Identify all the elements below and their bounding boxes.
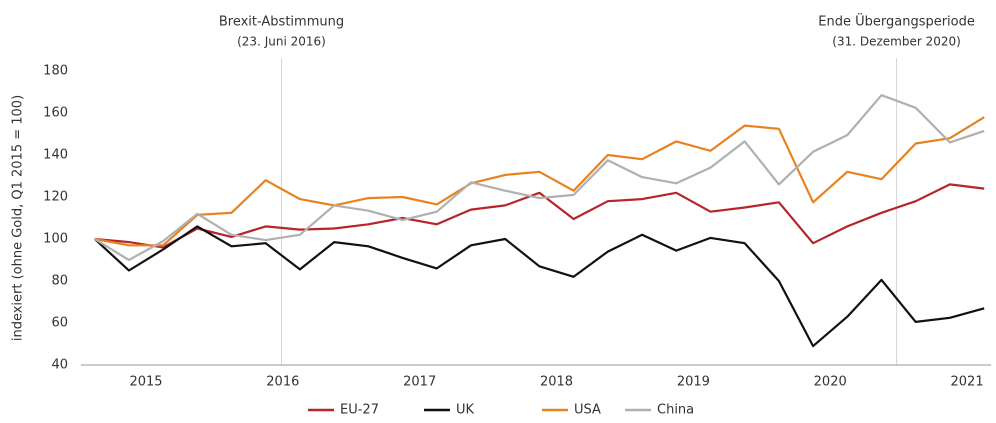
y-axis-label: indexiert (ohne Gold, Q1 2015 = 100) xyxy=(11,95,26,341)
x-tick-label: 2020 xyxy=(814,375,847,390)
y-tick-label: 160 xyxy=(43,106,68,121)
series-line xyxy=(94,94,985,262)
legend-label: China xyxy=(657,403,694,418)
x-tick-label: 2017 xyxy=(403,375,436,390)
y-tick-label: 60 xyxy=(51,316,68,331)
y-tick-label: 120 xyxy=(43,190,68,205)
legend-label: EU-27 xyxy=(340,403,379,418)
annotation-text: Brexit-Abstimmung xyxy=(219,15,344,30)
x-tick-label: 2015 xyxy=(129,375,162,390)
x-tick-label: 2019 xyxy=(677,375,710,390)
x-tick-label: 2016 xyxy=(266,375,299,390)
annotation-subtext: (23. Juni 2016) xyxy=(237,35,326,49)
y-tick-label: 40 xyxy=(51,358,68,373)
y-tick-label: 100 xyxy=(43,232,68,247)
y-tick-label: 180 xyxy=(43,64,68,79)
series-line xyxy=(94,183,985,249)
annotation-subtext: (31. Dezember 2020) xyxy=(832,35,961,49)
y-tick-label: 140 xyxy=(43,148,68,163)
legend-label: USA xyxy=(574,403,601,418)
series-line xyxy=(94,116,985,247)
annotation-text: Ende Übergangsperiode xyxy=(818,13,975,30)
series-line xyxy=(93,225,985,348)
y-tick-label: 80 xyxy=(51,274,68,289)
x-tick-label: 2021 xyxy=(951,375,984,390)
legend-label: UK xyxy=(456,403,475,418)
x-tick-label: 2018 xyxy=(540,375,573,390)
